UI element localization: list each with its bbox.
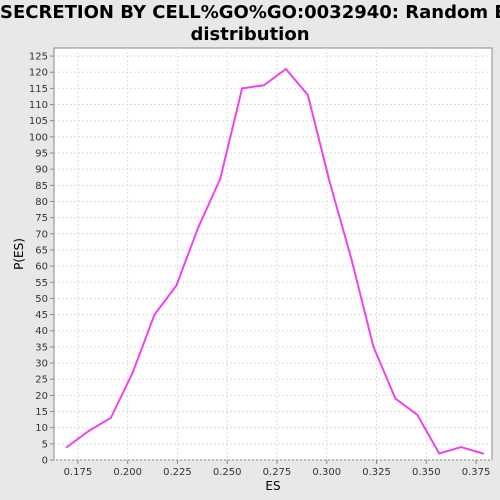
- x-tick-label: 0.250: [213, 467, 242, 478]
- x-tick-label: 0.300: [312, 467, 341, 478]
- grid-lines: [54, 48, 492, 461]
- y-tick-label: 25: [35, 375, 48, 386]
- data-point: [394, 397, 397, 400]
- data-point: [241, 87, 244, 90]
- y-tick-label: 15: [35, 407, 48, 418]
- data-point: [482, 452, 485, 455]
- data-point: [131, 371, 134, 374]
- x-tick-label: 0.350: [412, 467, 441, 478]
- y-tick-label: 45: [35, 310, 48, 321]
- y-tick-label: 85: [35, 181, 48, 192]
- data-point: [438, 452, 441, 455]
- y-tick-label: 5: [42, 439, 48, 450]
- data-point: [350, 258, 353, 261]
- y-tick-label: 30: [35, 359, 48, 370]
- x-tick-label: 0.375: [462, 467, 491, 478]
- data-point: [175, 284, 178, 287]
- x-axis-label: ES: [265, 479, 280, 493]
- y-tick-label: 75: [35, 213, 48, 224]
- y-tick-label: 80: [35, 197, 48, 208]
- x-tick-label: 0.200: [113, 467, 142, 478]
- axes: 0 5 10 15 20 25 30 35 40 45 50 55 60 65 70 75 80 85 90 95 10…: [29, 52, 490, 478]
- y-tick-label: 50: [35, 294, 48, 305]
- y-tick-label: 0: [42, 456, 48, 467]
- series-layer: [65, 68, 485, 455]
- data-point: [460, 446, 463, 449]
- y-tick-label: 35: [35, 342, 48, 353]
- data-point: [153, 313, 156, 316]
- x-tick-label: 0.225: [163, 467, 192, 478]
- data-point: [197, 226, 200, 229]
- x-tick-label: 0.325: [362, 467, 391, 478]
- series-line: [66, 68, 484, 455]
- data-point: [372, 345, 375, 348]
- y-tick-label: 10: [35, 423, 48, 434]
- data-point: [87, 429, 90, 432]
- y-tick-label: 65: [35, 245, 48, 256]
- y-tick-label: 125: [29, 52, 48, 63]
- y-tick-label: 100: [29, 132, 48, 143]
- y-tick-label: 60: [35, 262, 48, 273]
- x-tick-label: 0.175: [64, 467, 93, 478]
- chart-title-line-1: SECRETION BY CELL%GO%GO:0032940: Random …: [0, 2, 500, 23]
- y-tick-label: 115: [29, 84, 48, 95]
- data-point: [219, 177, 222, 180]
- data-point: [109, 416, 112, 419]
- y-axis-label: P(ES): [12, 238, 26, 270]
- y-tick-label: 120: [29, 68, 48, 79]
- y-tick-label: 95: [35, 149, 48, 160]
- chart-title: SECRETION BY CELL%GO%GO:0032940: Random …: [0, 0, 500, 46]
- y-tick-label: 90: [35, 165, 48, 176]
- data-point: [65, 446, 68, 449]
- y-tick-label: 20: [35, 391, 48, 402]
- x-tick-label: 0.275: [263, 467, 292, 478]
- y-tick-label: 105: [29, 116, 48, 127]
- data-point: [306, 93, 309, 96]
- data-point: [416, 413, 419, 416]
- y-tick-label: 55: [35, 278, 48, 289]
- data-point: [328, 181, 331, 184]
- y-tick-label: 110: [29, 100, 48, 111]
- y-tick-label: 40: [35, 326, 48, 337]
- data-point: [284, 68, 287, 71]
- data-point: [263, 84, 266, 87]
- plot-area: [53, 47, 493, 461]
- y-tick-label: 70: [35, 229, 48, 240]
- chart-title-line-2: distribution: [190, 24, 310, 45]
